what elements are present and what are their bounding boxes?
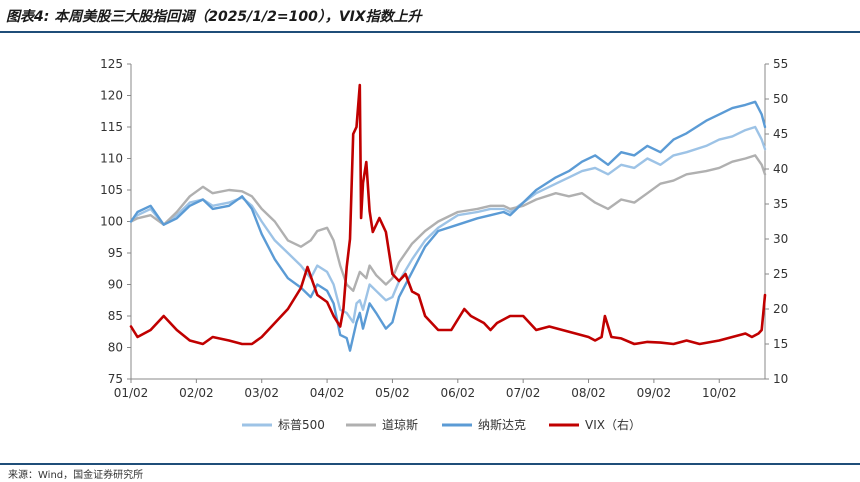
x-tick-label: 02/02: [179, 386, 214, 400]
left-tick-label: 115: [100, 120, 123, 134]
right-tick-label: 50: [773, 92, 788, 106]
axes-layer: 125 120 115 110 105 100 95 90 85 80 75 55 50 45 40 35 30…: [100, 57, 788, 400]
title-rule: [0, 31, 860, 33]
right-tick-label: 10: [773, 372, 788, 386]
right-tick-label: 30: [773, 232, 788, 246]
x-tick-label: 04/02: [310, 386, 345, 400]
chart-title: 图表4: 本周美股三大股指回调（2025/1/2=100），VIX指数上升: [6, 9, 422, 25]
left-tick-label: 80: [108, 341, 123, 355]
right-tick-label: 45: [773, 127, 788, 141]
left-tick-label: 110: [100, 152, 123, 166]
x-tick-label: 03/02: [244, 386, 279, 400]
right-tick-label: 40: [773, 162, 788, 176]
left-tick-label: 125: [100, 57, 123, 71]
series-line-ndx: [129, 100, 767, 352]
legend: 标普500 道琼斯 纳斯达克 VIX（右）: [242, 417, 641, 432]
left-tick-label: 90: [108, 278, 123, 292]
series-line-dji: [129, 154, 767, 292]
right-tick-label: 25: [773, 267, 788, 281]
x-tick-label: 01/02: [114, 386, 149, 400]
right-tick-label: 15: [773, 337, 788, 351]
x-tick-label: 08/02: [571, 386, 606, 400]
left-tick-label: 95: [108, 246, 123, 260]
lines-layer: [129, 83, 767, 352]
series-line-vix: [129, 83, 767, 346]
right-tick-label: 35: [773, 197, 788, 211]
x-tick-label: 05/02: [375, 386, 410, 400]
series-line-spx: [129, 125, 767, 324]
left-tick-label: 85: [108, 309, 123, 323]
x-tick-label: 10/02: [702, 386, 737, 400]
legend-label-dji: 道琼斯: [382, 417, 418, 432]
legend-label-ndx: 纳斯达克: [478, 418, 526, 432]
x-tick-label: 06/02: [441, 386, 476, 400]
source-rule: [0, 463, 860, 465]
legend-label-spx: 标普500: [278, 418, 325, 432]
right-tick-label: 20: [773, 302, 788, 316]
x-tick-label: 07/02: [506, 386, 541, 400]
right-tick-label: 55: [773, 57, 788, 71]
left-tick-label: 120: [100, 89, 123, 103]
x-tick-label: 09/02: [637, 386, 672, 400]
left-tick-label: 100: [100, 215, 123, 229]
left-tick-label: 75: [108, 372, 123, 386]
source-note: 来源：Wind，国金证券研究所: [8, 470, 144, 481]
legend-label-vix: VIX（右）: [585, 417, 641, 432]
left-tick-label: 105: [100, 183, 123, 197]
